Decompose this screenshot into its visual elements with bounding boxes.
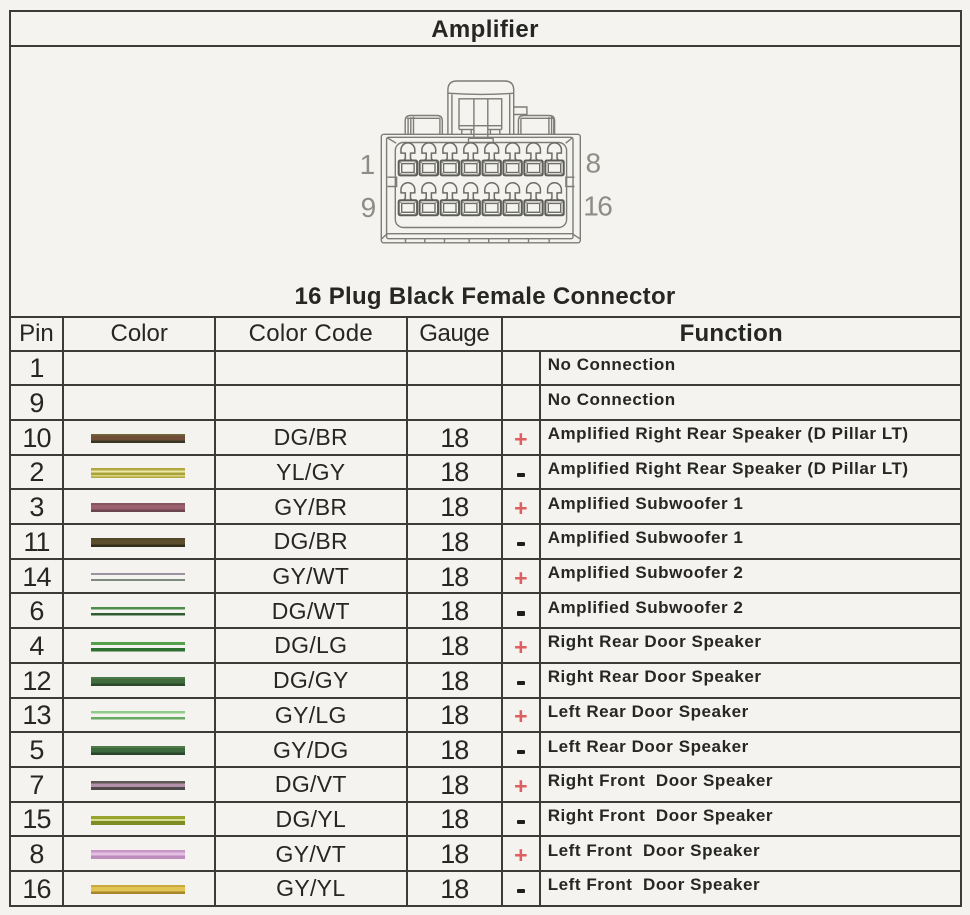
svg-text:8: 8	[586, 148, 602, 179]
svg-text:16: 16	[583, 191, 612, 222]
svg-text:1: 1	[360, 149, 376, 180]
svg-text:9: 9	[361, 192, 377, 223]
